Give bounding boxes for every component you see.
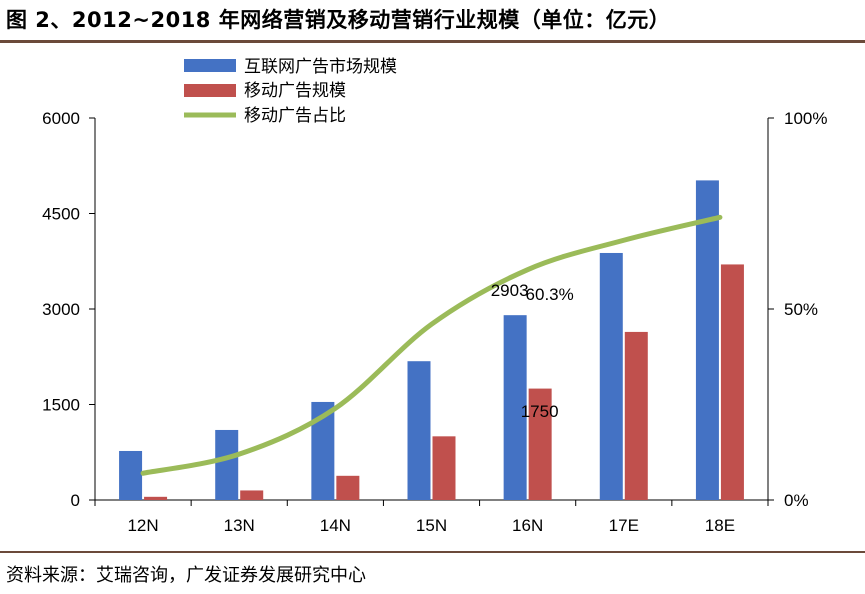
legend-label-internet: 互联网广告市场规模 bbox=[244, 57, 397, 77]
title-divider bbox=[0, 40, 865, 43]
mobile-share-line bbox=[140, 214, 723, 476]
mobile-ad-value-label: 1750 bbox=[521, 402, 559, 421]
internet-ad-bar bbox=[503, 315, 527, 500]
source-divider bbox=[0, 551, 865, 553]
x-tick-label: 12N bbox=[127, 516, 158, 535]
mobile-ad-bar bbox=[720, 264, 744, 500]
internet-ad-bar bbox=[695, 180, 719, 501]
mobile-ad-bar bbox=[528, 388, 552, 500]
x-tick-label: 15N bbox=[416, 516, 447, 535]
market-size-chart: 0 1500 3000 4500 6000 0% 50% 100% 12N 13N 14N 15N 16… bbox=[42, 57, 827, 535]
mobile-ad-bar bbox=[432, 436, 456, 500]
mobile-ad-bar bbox=[144, 496, 168, 500]
source-note: 资料来源：艾瑞咨询，广发证券发展研究中心 bbox=[6, 565, 366, 586]
mobile-share-value-label: 60.3% bbox=[526, 285, 574, 304]
right-tick-label: 50% bbox=[784, 300, 818, 319]
x-tick-label: 13N bbox=[224, 516, 255, 535]
x-tick-label: 18E bbox=[705, 516, 735, 535]
x-tick-label: 16N bbox=[512, 516, 543, 535]
x-tick-label: 17E bbox=[609, 516, 639, 535]
left-tick-label: 6000 bbox=[42, 109, 80, 128]
mobile-ad-bar bbox=[336, 475, 360, 500]
legend-swatch-internet bbox=[184, 59, 236, 72]
x-tick-label: 14N bbox=[320, 516, 351, 535]
mobile-ad-bar bbox=[240, 490, 264, 500]
mobile-ad-bar bbox=[624, 331, 648, 500]
figure-title: 图 2、2012~2018 年网络营销及移动营销行业规模（单位：亿元） bbox=[6, 8, 671, 32]
legend-label-share: 移动广告占比 bbox=[244, 106, 346, 126]
legend-label-mobile: 移动广告规模 bbox=[244, 81, 346, 101]
internet-ad-value-label: 2903 bbox=[491, 281, 529, 300]
right-tick-label: 0% bbox=[784, 491, 809, 510]
internet-ad-bar bbox=[215, 429, 239, 500]
left-tick-label: 0 bbox=[71, 491, 80, 510]
internet-ad-bar bbox=[119, 450, 143, 500]
legend-swatch-mobile bbox=[184, 84, 236, 97]
internet-ad-bar bbox=[599, 252, 623, 500]
left-tick-label: 4500 bbox=[42, 205, 80, 224]
left-tick-label: 3000 bbox=[42, 300, 80, 319]
right-tick-label: 100% bbox=[784, 109, 827, 128]
internet-ad-bar bbox=[311, 401, 335, 500]
internet-ad-bar bbox=[407, 361, 431, 500]
left-tick-label: 1500 bbox=[42, 396, 80, 415]
